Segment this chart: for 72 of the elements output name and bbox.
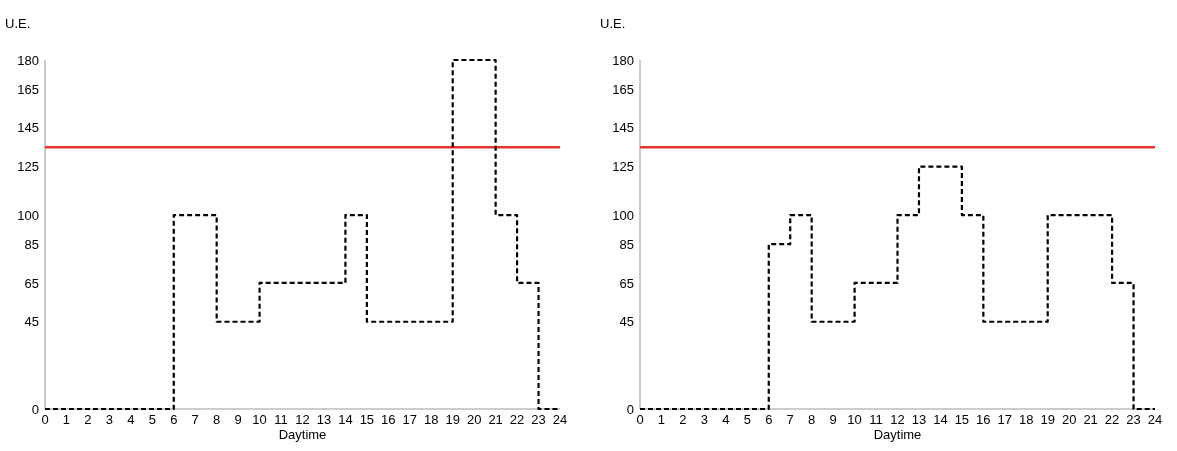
x-tick-label: 20 <box>466 412 482 427</box>
x-tick-label: 2 <box>679 412 687 427</box>
y-axis-title: U.E. <box>5 16 31 31</box>
y-tick-label: 45 <box>619 314 634 330</box>
x-tick-label: 10 <box>847 412 862 427</box>
y-axis-title: U.E. <box>600 16 626 31</box>
x-tick-label: 18 <box>1019 412 1034 427</box>
x-tick-label: 22 <box>1104 412 1120 427</box>
x-tick-label: 5 <box>148 412 156 427</box>
x-tick-label: 9 <box>829 412 837 427</box>
y-tick-label: 145 <box>17 120 39 136</box>
x-axis-title: Daytime <box>278 427 327 442</box>
x-tick-label: 15 <box>954 412 970 427</box>
y-tick-label: 100 <box>612 207 634 223</box>
x-tick-label: 17 <box>997 412 1013 427</box>
x-tick-label: 19 <box>1040 412 1055 427</box>
x-tick-label: 11 <box>274 412 288 427</box>
x-tick-label: 1 <box>62 412 71 427</box>
x-tick-label: 5 <box>743 412 751 427</box>
x-tick-label: 24 <box>552 412 568 427</box>
x-tick-label: 3 <box>700 412 708 427</box>
x-tick-label: 3 <box>105 412 113 427</box>
y-tick-label: 0 <box>31 401 39 417</box>
x-tick-label: 13 <box>316 412 332 427</box>
y-tick-label: 45 <box>24 314 39 330</box>
x-tick-label: 7 <box>786 412 794 427</box>
x-tick-label: 21 <box>1083 412 1098 427</box>
x-axis-title: Daytime <box>873 427 922 442</box>
y-tick-label: 125 <box>17 159 39 175</box>
y-tick-label: 100 <box>17 207 39 223</box>
x-tick-label: 8 <box>808 412 816 427</box>
x-tick-label: 23 <box>531 412 546 427</box>
x-tick-label: 6 <box>765 412 773 427</box>
y-tick-label: 180 <box>17 52 39 68</box>
x-tick-label: 24 <box>1147 412 1163 427</box>
x-tick-label: 17 <box>402 412 418 427</box>
x-tick-label: 15 <box>359 412 375 427</box>
y-tick-label: 65 <box>24 275 39 291</box>
y-tick-label: 165 <box>17 81 39 97</box>
x-tick-label: 23 <box>1126 412 1141 427</box>
x-tick-label: 7 <box>191 412 199 427</box>
x-tick-label: 6 <box>170 412 178 427</box>
x-tick-label: 0 <box>636 412 644 427</box>
x-tick-label: 10 <box>252 412 267 427</box>
y-tick-label: 165 <box>612 81 634 97</box>
x-tick-label: 22 <box>509 412 525 427</box>
x-tick-label: 13 <box>911 412 927 427</box>
x-tick-label: 16 <box>381 412 396 427</box>
x-tick-label: 12 <box>890 412 905 427</box>
x-tick-label: 4 <box>722 412 730 427</box>
x-tick-label: 8 <box>213 412 221 427</box>
x-tick-label: 0 <box>41 412 49 427</box>
x-tick-label: 21 <box>488 412 503 427</box>
x-tick-label: 14 <box>338 412 353 427</box>
y-tick-label: 125 <box>612 159 634 175</box>
y-tick-label: 0 <box>626 401 634 417</box>
x-tick-label: 19 <box>445 412 460 427</box>
y-tick-label: 85 <box>24 236 39 252</box>
x-tick-label: 20 <box>1061 412 1077 427</box>
x-tick-label: 14 <box>933 412 948 427</box>
x-tick-label: 2 <box>84 412 92 427</box>
y-tick-label: 85 <box>619 236 634 252</box>
x-tick-label: 18 <box>424 412 439 427</box>
x-tick-label: 9 <box>234 412 242 427</box>
x-tick-label: 11 <box>869 412 883 427</box>
x-tick-label: 12 <box>295 412 310 427</box>
x-tick-label: 4 <box>127 412 135 427</box>
x-tick-label: 1 <box>657 412 666 427</box>
y-tick-label: 145 <box>612 120 634 136</box>
y-tick-label: 65 <box>619 275 634 291</box>
y-tick-label: 180 <box>612 52 634 68</box>
x-tick-label: 16 <box>976 412 991 427</box>
